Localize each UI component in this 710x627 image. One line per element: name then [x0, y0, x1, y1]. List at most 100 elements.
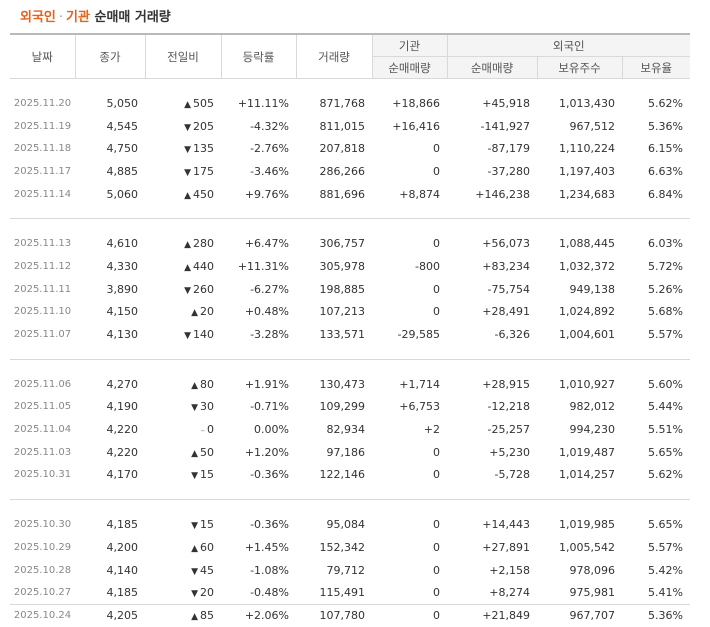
change-cell: ▲ 440 — [145, 255, 221, 278]
foreigner-ratio-cell: 5.51% — [648, 423, 683, 437]
institution-net-cell: 0 — [433, 445, 440, 459]
volume-cell: 152,342 — [319, 540, 366, 554]
section-title: 외국인 · 기관 순매매 거래량 — [20, 9, 171, 27]
foreigner-net-cell: +21,849 — [482, 608, 530, 622]
foreigner-holdings-cell: 1,013,430 — [559, 96, 615, 110]
down-triangle-icon: ▼ — [184, 285, 191, 296]
change-cell: ▼ 15 — [145, 464, 221, 487]
date-cell: 2025.11.05 — [13, 401, 72, 413]
close-cell: 4,270 — [106, 377, 139, 391]
rate-cell: -0.36% — [250, 468, 289, 482]
foreigner-holdings-cell: 1,014,257 — [559, 468, 615, 482]
close-cell: 4,220 — [106, 445, 139, 459]
close-cell: 4,185 — [106, 518, 139, 532]
foreigner-holdings-cell: 967,707 — [569, 608, 616, 622]
institution-net-cell: +18,866 — [392, 96, 440, 110]
change-value: 140 — [193, 328, 214, 342]
foreigner-ratio-cell: 5.41% — [648, 586, 683, 600]
foreigner-holdings-cell: 982,012 — [569, 400, 616, 414]
volume-cell: 79,712 — [326, 563, 366, 577]
rate-cell: -6.27% — [250, 282, 289, 296]
institution-net-cell: -800 — [415, 259, 440, 273]
rate-cell: -1.08% — [250, 563, 289, 577]
institution-net-cell: +1,714 — [399, 377, 440, 391]
foreigner-holdings-cell: 1,010,927 — [559, 377, 615, 391]
date-cell: 2025.11.11 — [13, 283, 72, 295]
rate-cell: -4.32% — [250, 119, 289, 133]
close-cell: 4,185 — [106, 586, 139, 600]
volume-cell: 107,213 — [319, 305, 366, 319]
date-cell: 2025.11.04 — [13, 424, 72, 436]
volume-cell: 871,768 — [319, 96, 366, 110]
group-separator — [10, 205, 690, 220]
header-foreigner-group: 외국인 — [446, 34, 690, 57]
close-cell: 4,130 — [106, 328, 139, 342]
foreigner-ratio-cell: 5.36% — [648, 119, 683, 133]
change-cell: ▲ 280 — [145, 232, 221, 255]
change-cell: ▼ 20 — [145, 581, 221, 604]
foreigner-holdings-cell: 1,019,985 — [559, 518, 615, 532]
change-value: 20 — [200, 305, 214, 319]
volume-cell: 107,780 — [319, 608, 366, 622]
date-cell: 2025.11.19 — [13, 120, 72, 132]
title-foreigner: 외국인 — [20, 10, 56, 25]
foreigner-ratio-cell: 5.62% — [648, 96, 683, 110]
institution-net-cell: 0 — [433, 142, 440, 156]
rate-cell: -3.46% — [250, 164, 289, 178]
title-institution: 기관 — [66, 10, 90, 25]
institution-net-cell: 0 — [433, 608, 440, 622]
header-institution-group: 기관 — [371, 34, 447, 57]
change-cell: ▼ 205 — [145, 115, 221, 138]
table-row: 2025.11.03 4,220 ▲ 50 +1.20% 97,186 0 +5,230 1,0… — [10, 441, 690, 464]
table-row: 2025.11.04 4,220 –0 0.00% 82,934 +2 -25,257 994… — [10, 418, 690, 441]
change-value: 30 — [200, 400, 214, 414]
up-triangle-icon: ▲ — [191, 448, 198, 459]
table-row: 2025.11.17 4,885 ▼ 175 -3.46% 286,266 0 -37,280… — [10, 160, 690, 183]
change-cell: ▲ 80 — [145, 373, 221, 396]
header-institution-net: 순매매량 — [371, 56, 447, 79]
foreigner-ratio-cell: 6.03% — [648, 237, 683, 251]
volume-cell: 115,491 — [319, 586, 366, 600]
date-cell: 2025.11.12 — [13, 260, 72, 272]
down-triangle-icon: ▼ — [184, 122, 191, 133]
foreigner-holdings-cell: 978,096 — [569, 563, 616, 577]
institution-net-cell: 0 — [433, 586, 440, 600]
foreigner-holdings-cell: 1,005,542 — [559, 540, 615, 554]
header-foreigner-ratio: 보유율 — [621, 56, 690, 79]
change-cell: ▼ 30 — [145, 396, 221, 419]
up-triangle-icon: ▲ — [191, 308, 198, 319]
foreigner-holdings-cell: 1,032,372 — [559, 259, 615, 273]
volume-cell: 82,934 — [326, 423, 366, 437]
change-cell: ▼ 45 — [145, 559, 221, 582]
date-cell: 2025.10.28 — [13, 564, 72, 576]
foreigner-ratio-cell: 5.44% — [648, 400, 683, 414]
foreigner-ratio-cell: 5.36% — [648, 608, 683, 622]
institution-net-cell: 0 — [433, 468, 440, 482]
rate-cell: +1.45% — [244, 540, 289, 554]
foreigner-ratio-cell: 6.63% — [648, 164, 683, 178]
rate-cell: +0.48% — [244, 305, 289, 319]
foreigner-holdings-cell: 975,981 — [569, 586, 616, 600]
table-row: 2025.11.20 5,050 ▲ 505 +11.11% 871,768 +18,866… — [10, 92, 690, 115]
date-cell: 2025.11.14 — [13, 188, 72, 200]
rate-cell: +1.20% — [244, 445, 289, 459]
down-triangle-icon: ▼ — [184, 331, 191, 342]
date-cell: 2025.11.03 — [13, 446, 72, 458]
close-cell: 4,885 — [106, 164, 139, 178]
change-value: 205 — [193, 119, 214, 133]
group-gap — [10, 359, 690, 373]
header-foreigner-holdings: 보유주수 — [536, 56, 622, 79]
institution-net-cell: -29,585 — [397, 328, 440, 342]
foreigner-net-cell: -5,728 — [494, 468, 530, 482]
down-triangle-icon: ▼ — [191, 521, 198, 532]
rate-cell: +2.06% — [244, 608, 289, 622]
close-cell: 4,545 — [106, 119, 139, 133]
trading-table: 날짜 종가 전일비 등락률 거래량 기관 외국인 순매매량 순매매량 보유주수 … — [10, 33, 690, 627]
close-cell: 4,200 — [106, 540, 139, 554]
foreigner-net-cell: -25,257 — [487, 423, 530, 437]
foreigner-net-cell: +5,230 — [489, 445, 530, 459]
volume-cell: 198,885 — [319, 282, 366, 296]
change-cell: ▼ 15 — [145, 513, 221, 536]
down-triangle-icon: ▼ — [191, 471, 198, 482]
volume-cell: 306,757 — [319, 237, 366, 251]
